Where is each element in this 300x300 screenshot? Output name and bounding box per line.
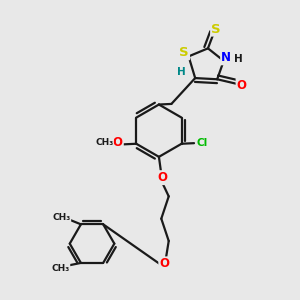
Text: CH₃: CH₃ — [52, 264, 70, 273]
Text: Cl: Cl — [196, 138, 207, 148]
Text: O: O — [159, 257, 169, 270]
Text: O: O — [236, 79, 247, 92]
Text: S: S — [179, 46, 189, 59]
Text: N: N — [221, 51, 231, 64]
Text: CH₃: CH₃ — [52, 213, 71, 222]
Text: H: H — [234, 54, 242, 64]
Text: H: H — [176, 67, 185, 77]
Text: S: S — [211, 22, 221, 35]
Text: CH₃: CH₃ — [95, 138, 113, 147]
Text: O: O — [158, 171, 168, 184]
Text: O: O — [113, 136, 123, 149]
